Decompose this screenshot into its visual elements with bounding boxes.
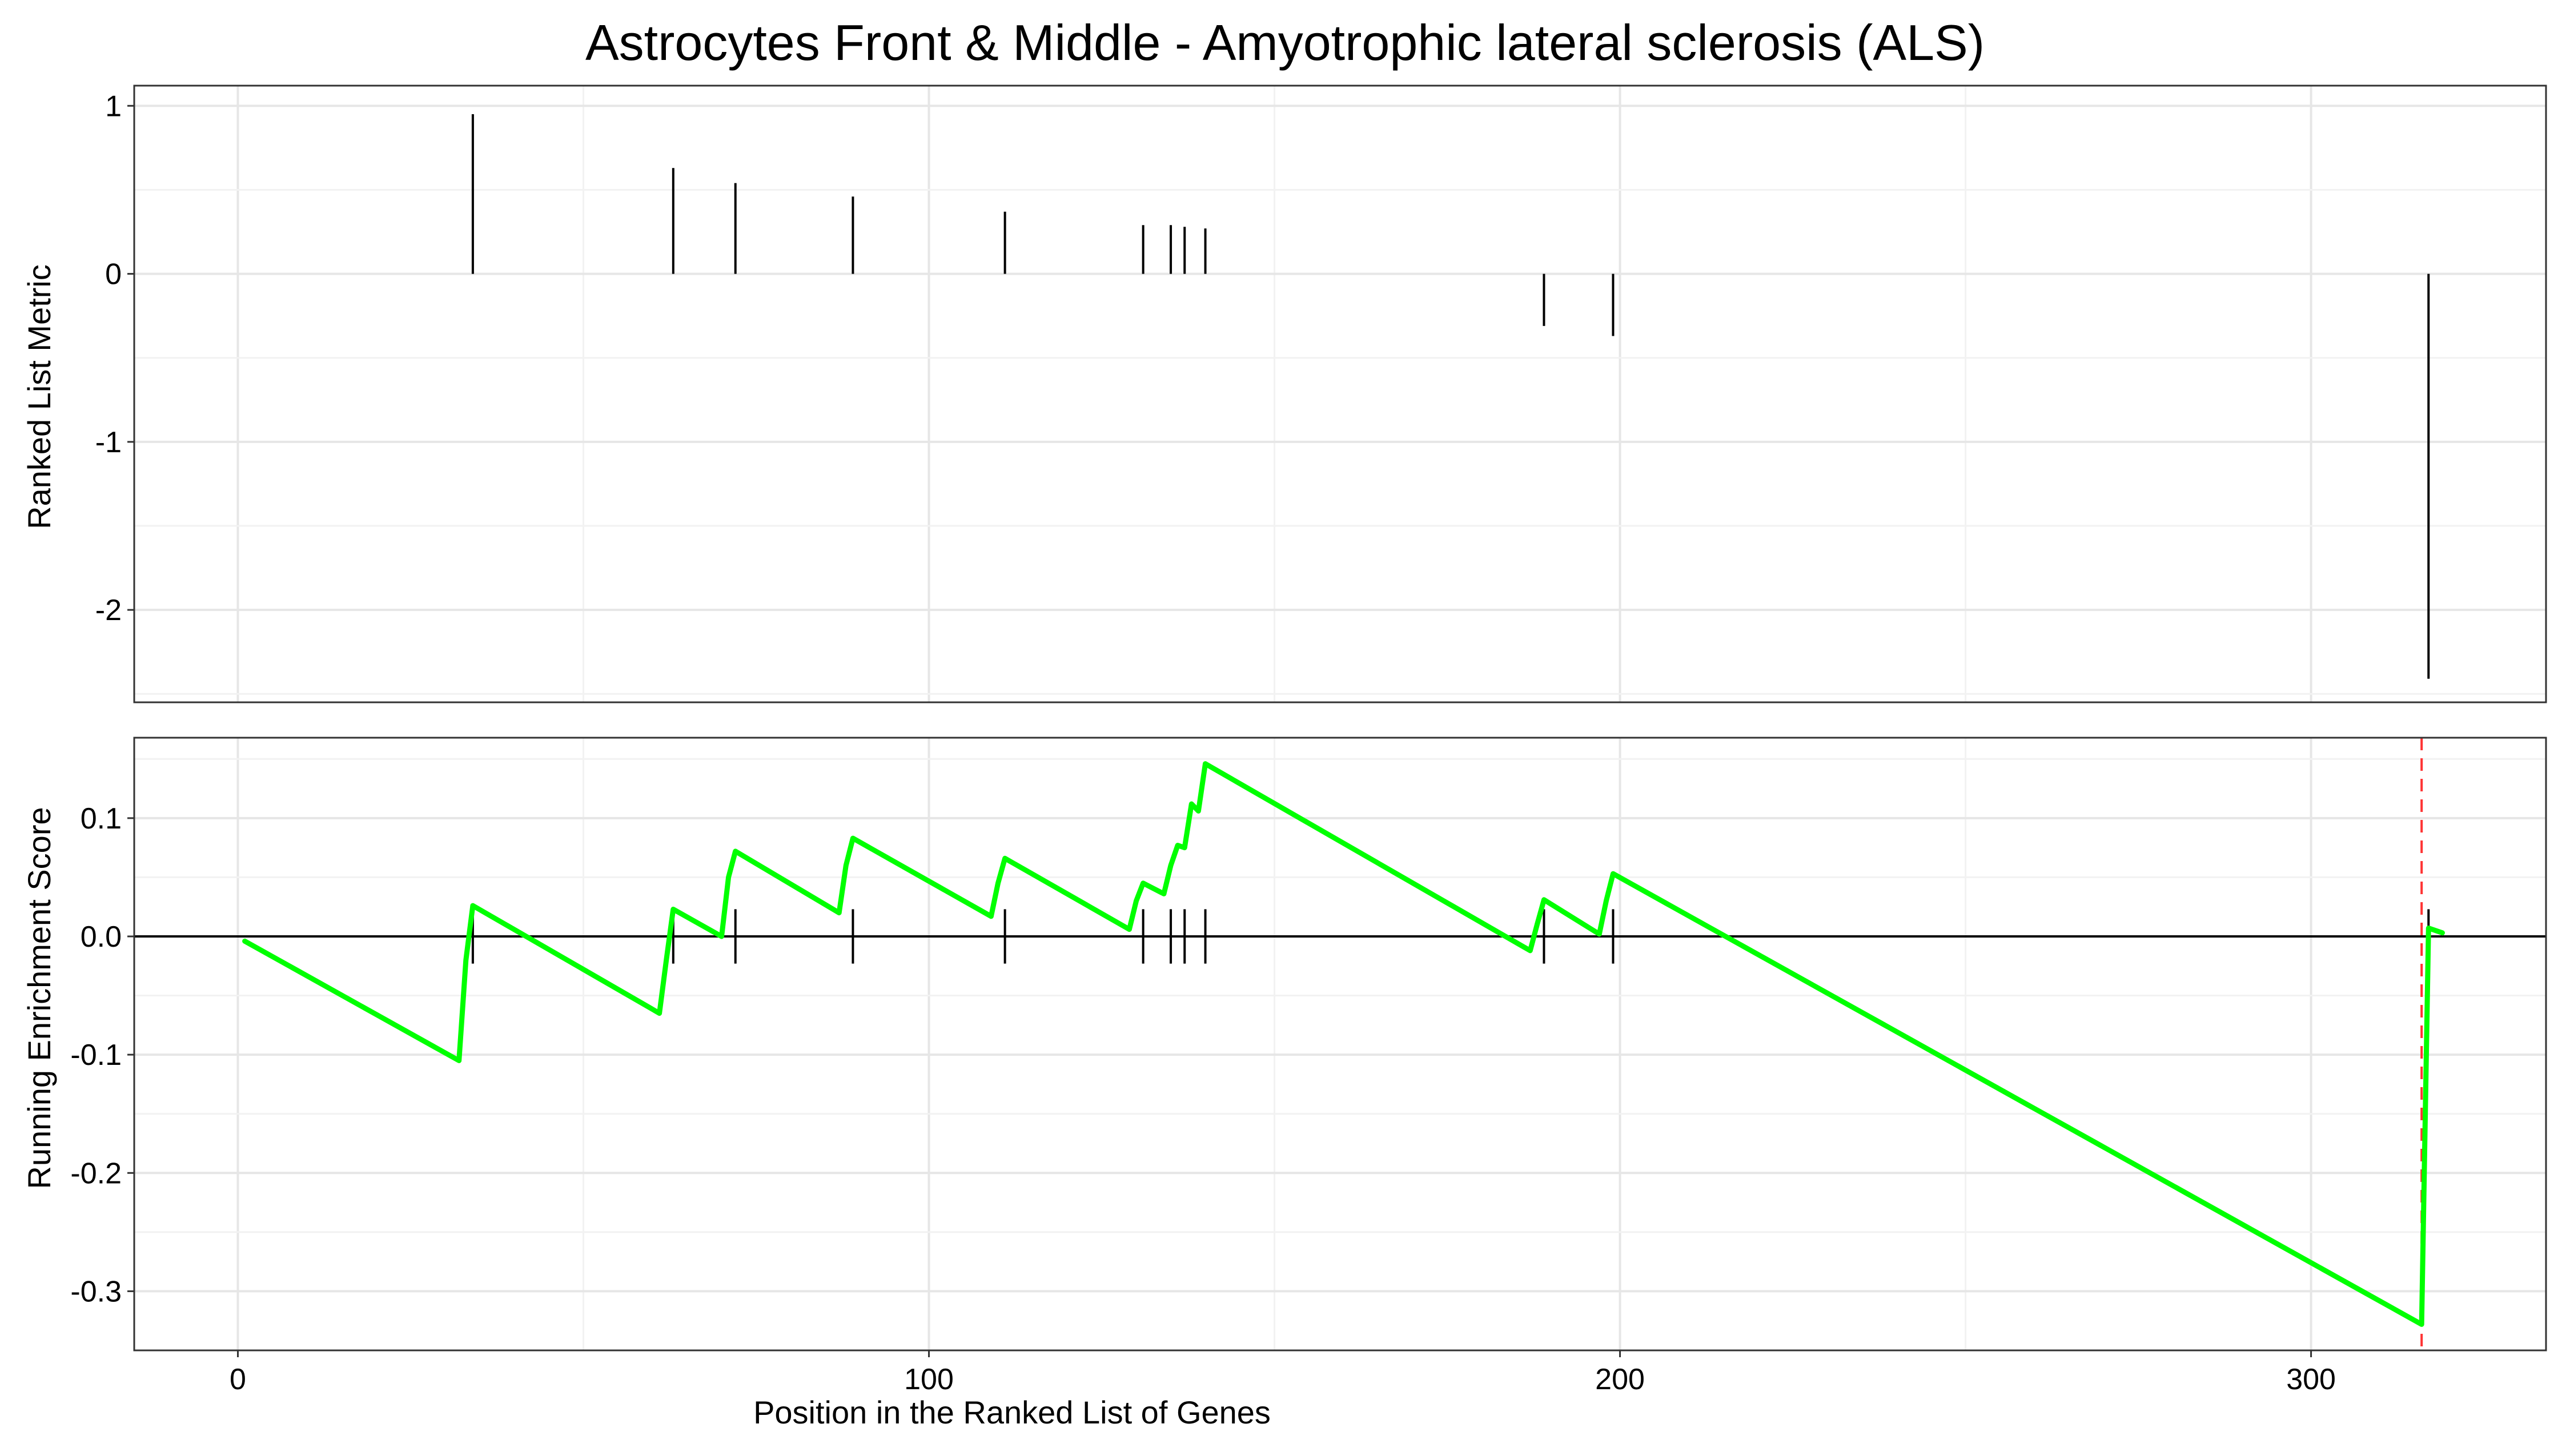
x-tick-label: 100 bbox=[904, 1363, 954, 1396]
chart-title: Astrocytes Front & Middle - Amyotrophic … bbox=[585, 14, 1985, 71]
top-y-tick-label: -1 bbox=[95, 426, 122, 459]
bottom-y-tick-label: -0.1 bbox=[70, 1039, 122, 1072]
x-tick-label: 0 bbox=[230, 1363, 246, 1396]
x-tick-label: 300 bbox=[2286, 1363, 2336, 1396]
top-y-tick-label: 1 bbox=[105, 90, 122, 123]
x-tick-label: 200 bbox=[1595, 1363, 1645, 1396]
x-axis-label: Position in the Ranked List of Genes bbox=[753, 1394, 1271, 1430]
enrichment-score-panel: 0.1 0.0 -0.1 -0.2 -0.3 0 100 200 300 bbox=[70, 737, 2547, 1396]
bottom-y-tick-label: -0.2 bbox=[70, 1157, 122, 1190]
bottom-panel-background bbox=[134, 738, 2546, 1350]
top-y-axis-label: Ranked List Metric bbox=[21, 264, 57, 529]
enrichment-score-line bbox=[242, 761, 2445, 1327]
top-y-tick-label: -2 bbox=[95, 594, 122, 627]
bottom-y-tick-label: 0.0 bbox=[81, 920, 122, 954]
top-panel-border bbox=[133, 85, 2547, 703]
top-panel-background bbox=[134, 86, 2546, 702]
bottom-panel-border bbox=[133, 737, 2547, 1352]
bottom-y-tick-label: 0.1 bbox=[81, 802, 122, 835]
ranked-metric-panel: 1 0 -1 -2 bbox=[95, 85, 2547, 703]
bottom-y-tick-label: -0.3 bbox=[70, 1275, 122, 1308]
top-y-tick-label: 0 bbox=[105, 258, 122, 291]
bottom-y-axis-label: Running Enrichment Score bbox=[21, 807, 57, 1189]
